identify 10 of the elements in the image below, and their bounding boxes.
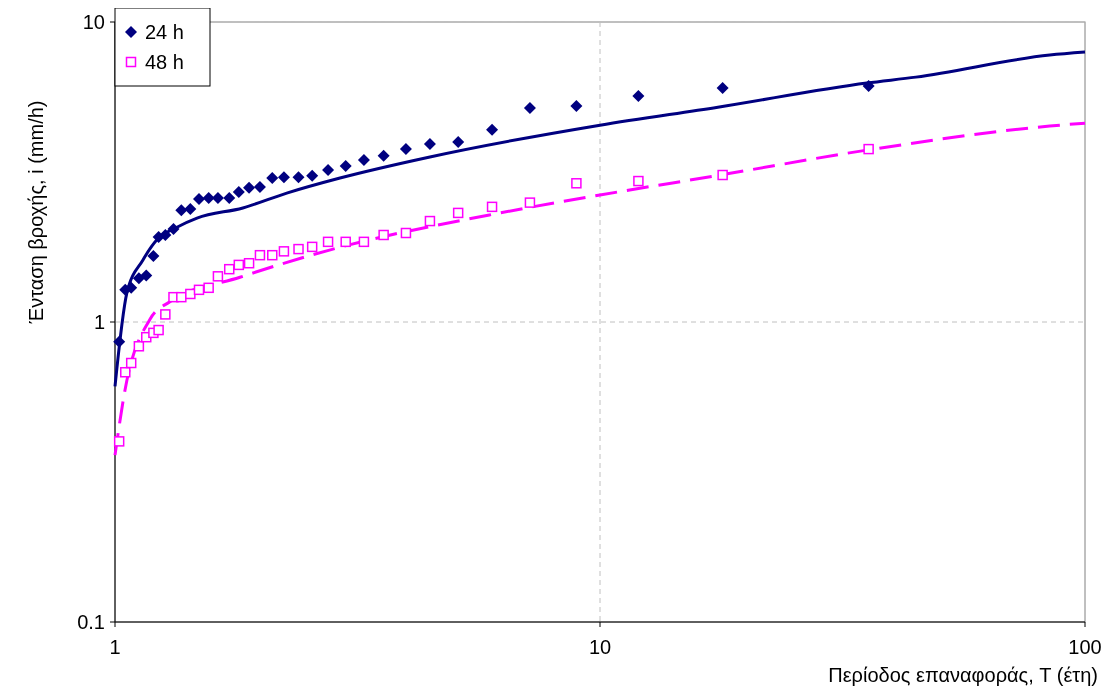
legend-label: 48 h bbox=[145, 51, 184, 73]
legend-label: 24 h bbox=[145, 21, 184, 43]
y-tick-label: 10 bbox=[82, 11, 105, 33]
y-tick-label: 1 bbox=[93, 311, 105, 333]
x-axis-title: Περίοδος επαναφοράς, T (έτη) bbox=[828, 664, 1098, 686]
x-tick-label: 100 bbox=[1068, 636, 1102, 658]
y-tick-label: 0.1 bbox=[77, 611, 105, 633]
x-tick-label: 10 bbox=[588, 636, 612, 658]
x-tick-label: 1 bbox=[109, 636, 121, 658]
y-axis-title: Ένταση βροχής, i (mm/h) bbox=[25, 100, 47, 325]
